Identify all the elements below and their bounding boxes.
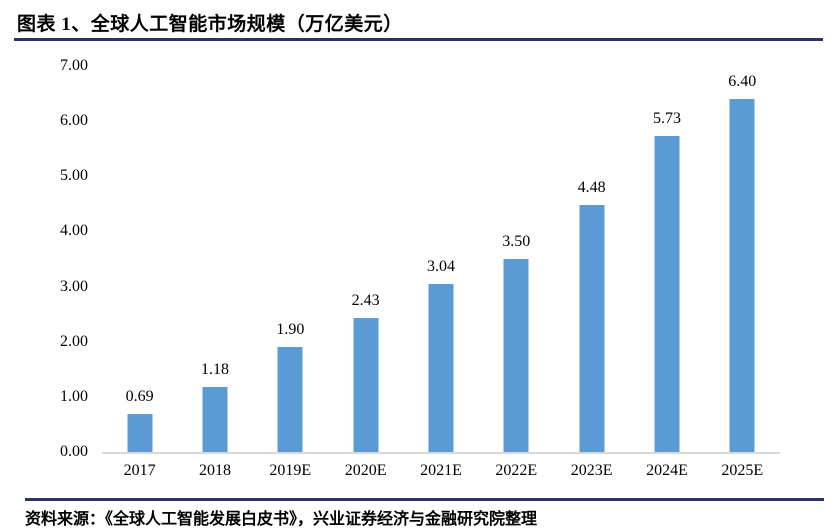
bar-slot: 2.43 2020E [328, 66, 403, 480]
bar [579, 205, 605, 452]
x-category-label: 2020E [344, 462, 387, 479]
bar [654, 136, 680, 452]
bar-slot: 5.73 2024E [629, 66, 704, 480]
bar-value-label: 2.43 [351, 292, 380, 309]
y-tick-label: 0.00 [60, 443, 88, 460]
header-rule [14, 38, 823, 41]
y-axis: 0.00 1.00 2.00 3.00 4.00 5.00 6.00 7.00 [28, 57, 88, 460]
x-category-label: 2022E [495, 462, 538, 479]
bar-value-label: 6.40 [728, 73, 757, 90]
bar-value-label: 3.04 [426, 258, 455, 275]
bar-slot: 1.90 2019E [253, 66, 328, 480]
bar [428, 284, 454, 452]
bar-slot: 4.48 2023E [554, 66, 629, 480]
bar [729, 99, 755, 452]
bar-value-label: 3.50 [502, 233, 531, 250]
bar [353, 318, 379, 452]
y-tick-label: 1.00 [60, 387, 88, 405]
bar-slot: 1.18 2018 [177, 66, 252, 480]
x-category-label: 2023E [570, 462, 613, 479]
y-tick-label: 7.00 [60, 57, 88, 74]
y-tick-label: 2.00 [60, 332, 88, 350]
figure-title: 图表 1、全球人工智能市场规模（万亿美元） [17, 14, 403, 35]
y-tick-label: 3.00 [60, 277, 88, 295]
bar [503, 259, 529, 452]
y-tick-label: 4.00 [60, 222, 88, 240]
plot-area: 0.69 2017 1.18 2018 1.90 2019E 2.43 2020E 3.04 20… [102, 66, 780, 480]
bar-value-label: 0.69 [125, 388, 154, 405]
bar-value-label: 5.73 [652, 110, 681, 127]
x-category-label: 2021E [420, 462, 462, 479]
x-category-label: 2025E [721, 462, 764, 479]
x-category-label: 2018 [198, 462, 231, 479]
x-category-label: 2019E [269, 462, 312, 479]
bar-value-label: 4.48 [577, 179, 606, 196]
y-tick-label: 6.00 [60, 112, 88, 130]
bar-slot: 6.40 2025E [705, 66, 780, 480]
x-category-label: 2024E [646, 462, 688, 479]
bar-slot: 0.69 2017 [102, 66, 177, 480]
bar [202, 387, 228, 452]
bar [277, 347, 303, 452]
footer-rule [25, 498, 824, 501]
bar-value-label: 1.90 [276, 321, 305, 338]
y-tick-label: 5.00 [60, 167, 88, 185]
bar-slot: 3.04 2021E [403, 66, 478, 480]
bar-value-label: 1.18 [200, 361, 229, 378]
x-category-label: 2017 [123, 462, 156, 479]
bar-slot: 3.50 2022E [479, 66, 554, 480]
bar [127, 414, 153, 452]
source-note: 资料来源：《全球人工智能发展白皮书》，兴业证券经济与金融研究院整理 [25, 511, 538, 528]
